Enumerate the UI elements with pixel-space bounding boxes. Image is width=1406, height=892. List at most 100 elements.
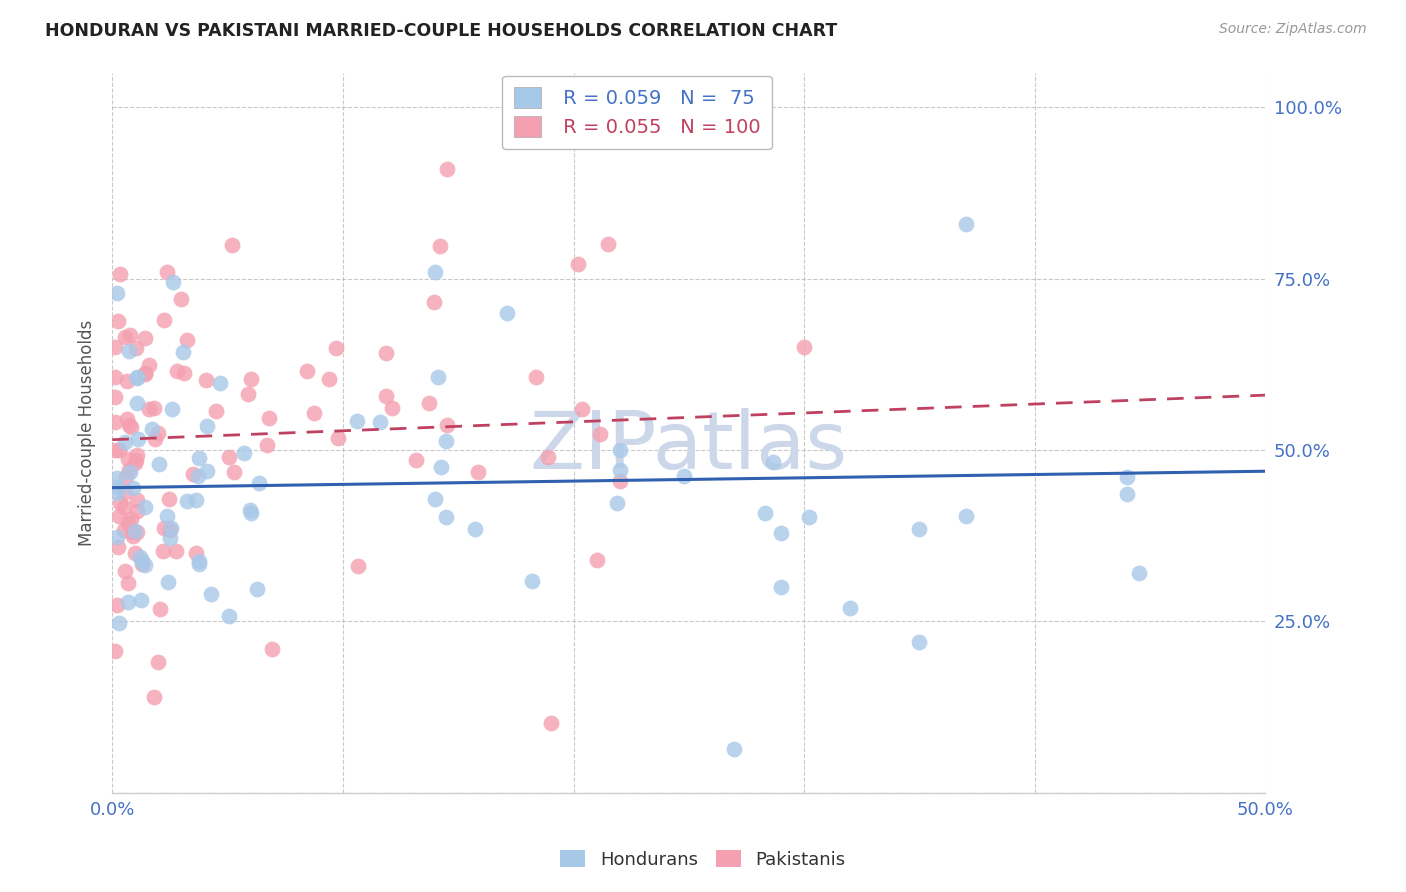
Point bbox=[908, 522, 931, 536]
Point bbox=[122, 529, 145, 543]
Point bbox=[586, 553, 609, 567]
Point bbox=[295, 363, 318, 377]
Point bbox=[117, 463, 139, 477]
Point bbox=[110, 268, 132, 282]
Point bbox=[239, 503, 262, 517]
Point bbox=[423, 265, 446, 279]
Point bbox=[155, 265, 177, 279]
Point bbox=[156, 574, 179, 589]
Point bbox=[464, 522, 486, 536]
Point bbox=[149, 601, 172, 615]
Point bbox=[436, 161, 458, 176]
Point bbox=[122, 481, 145, 495]
Point bbox=[187, 468, 209, 483]
Point bbox=[187, 557, 209, 571]
Point bbox=[186, 546, 208, 560]
Point bbox=[434, 434, 457, 449]
Point bbox=[520, 574, 543, 588]
Legend: Hondurans, Pakistanis: Hondurans, Pakistanis bbox=[553, 843, 853, 876]
Point bbox=[120, 466, 142, 480]
Point bbox=[436, 417, 458, 432]
Point bbox=[368, 415, 391, 429]
Point bbox=[121, 525, 143, 540]
Point bbox=[148, 458, 170, 472]
Point bbox=[156, 508, 179, 523]
Point bbox=[138, 401, 160, 416]
Point bbox=[105, 599, 128, 613]
Point bbox=[125, 341, 148, 355]
Point bbox=[105, 471, 128, 485]
Y-axis label: Married-couple Households: Married-couple Households bbox=[79, 319, 96, 546]
Point bbox=[142, 690, 165, 704]
Point bbox=[325, 341, 347, 355]
Point bbox=[114, 523, 136, 537]
Point bbox=[609, 442, 631, 457]
Point bbox=[127, 504, 149, 518]
Point bbox=[567, 257, 589, 271]
Point bbox=[793, 341, 815, 355]
Point bbox=[124, 546, 146, 560]
Point bbox=[188, 450, 211, 465]
Point bbox=[598, 237, 620, 252]
Point bbox=[418, 396, 440, 410]
Legend:  R = 0.059   N =  75,  R = 0.055   N = 100: R = 0.059 N = 75, R = 0.055 N = 100 bbox=[502, 76, 772, 149]
Point bbox=[114, 485, 136, 500]
Point bbox=[142, 401, 165, 415]
Point bbox=[131, 592, 153, 607]
Point bbox=[108, 616, 131, 631]
Point bbox=[260, 642, 283, 657]
Point bbox=[240, 506, 263, 520]
Point bbox=[197, 418, 219, 433]
Point bbox=[124, 524, 146, 538]
Point bbox=[318, 372, 340, 386]
Point bbox=[157, 491, 180, 506]
Point bbox=[105, 485, 128, 500]
Point bbox=[797, 510, 820, 524]
Point bbox=[103, 415, 125, 429]
Point bbox=[1116, 470, 1139, 484]
Point bbox=[224, 465, 246, 479]
Point bbox=[405, 452, 427, 467]
Point bbox=[143, 432, 166, 446]
Point bbox=[197, 464, 219, 478]
Text: Source: ZipAtlas.com: Source: ZipAtlas.com bbox=[1219, 22, 1367, 37]
Point bbox=[467, 465, 489, 479]
Point bbox=[141, 422, 163, 436]
Point bbox=[152, 544, 174, 558]
Point bbox=[107, 540, 129, 554]
Point bbox=[104, 443, 127, 458]
Point bbox=[1128, 566, 1150, 581]
Point bbox=[302, 406, 325, 420]
Point bbox=[138, 359, 160, 373]
Point bbox=[114, 330, 136, 344]
Point bbox=[114, 564, 136, 578]
Point bbox=[117, 595, 139, 609]
Point bbox=[430, 459, 453, 474]
Point bbox=[326, 431, 349, 445]
Point bbox=[118, 344, 141, 359]
Point bbox=[723, 742, 745, 756]
Point bbox=[120, 512, 142, 526]
Point bbox=[200, 587, 222, 601]
Point bbox=[540, 716, 562, 731]
Point bbox=[537, 450, 560, 464]
Point bbox=[104, 369, 127, 384]
Point bbox=[114, 434, 136, 449]
Point bbox=[166, 364, 188, 378]
Point bbox=[609, 475, 631, 489]
Point bbox=[120, 327, 142, 342]
Point bbox=[108, 508, 131, 523]
Point bbox=[103, 390, 125, 404]
Point bbox=[117, 452, 139, 467]
Point bbox=[129, 550, 152, 565]
Point bbox=[127, 448, 149, 462]
Point bbox=[427, 370, 450, 384]
Point bbox=[381, 401, 404, 416]
Point bbox=[105, 480, 128, 494]
Point bbox=[218, 450, 240, 464]
Point bbox=[127, 433, 149, 447]
Point bbox=[112, 500, 135, 515]
Point bbox=[346, 414, 368, 428]
Point bbox=[134, 558, 156, 572]
Point bbox=[346, 558, 368, 573]
